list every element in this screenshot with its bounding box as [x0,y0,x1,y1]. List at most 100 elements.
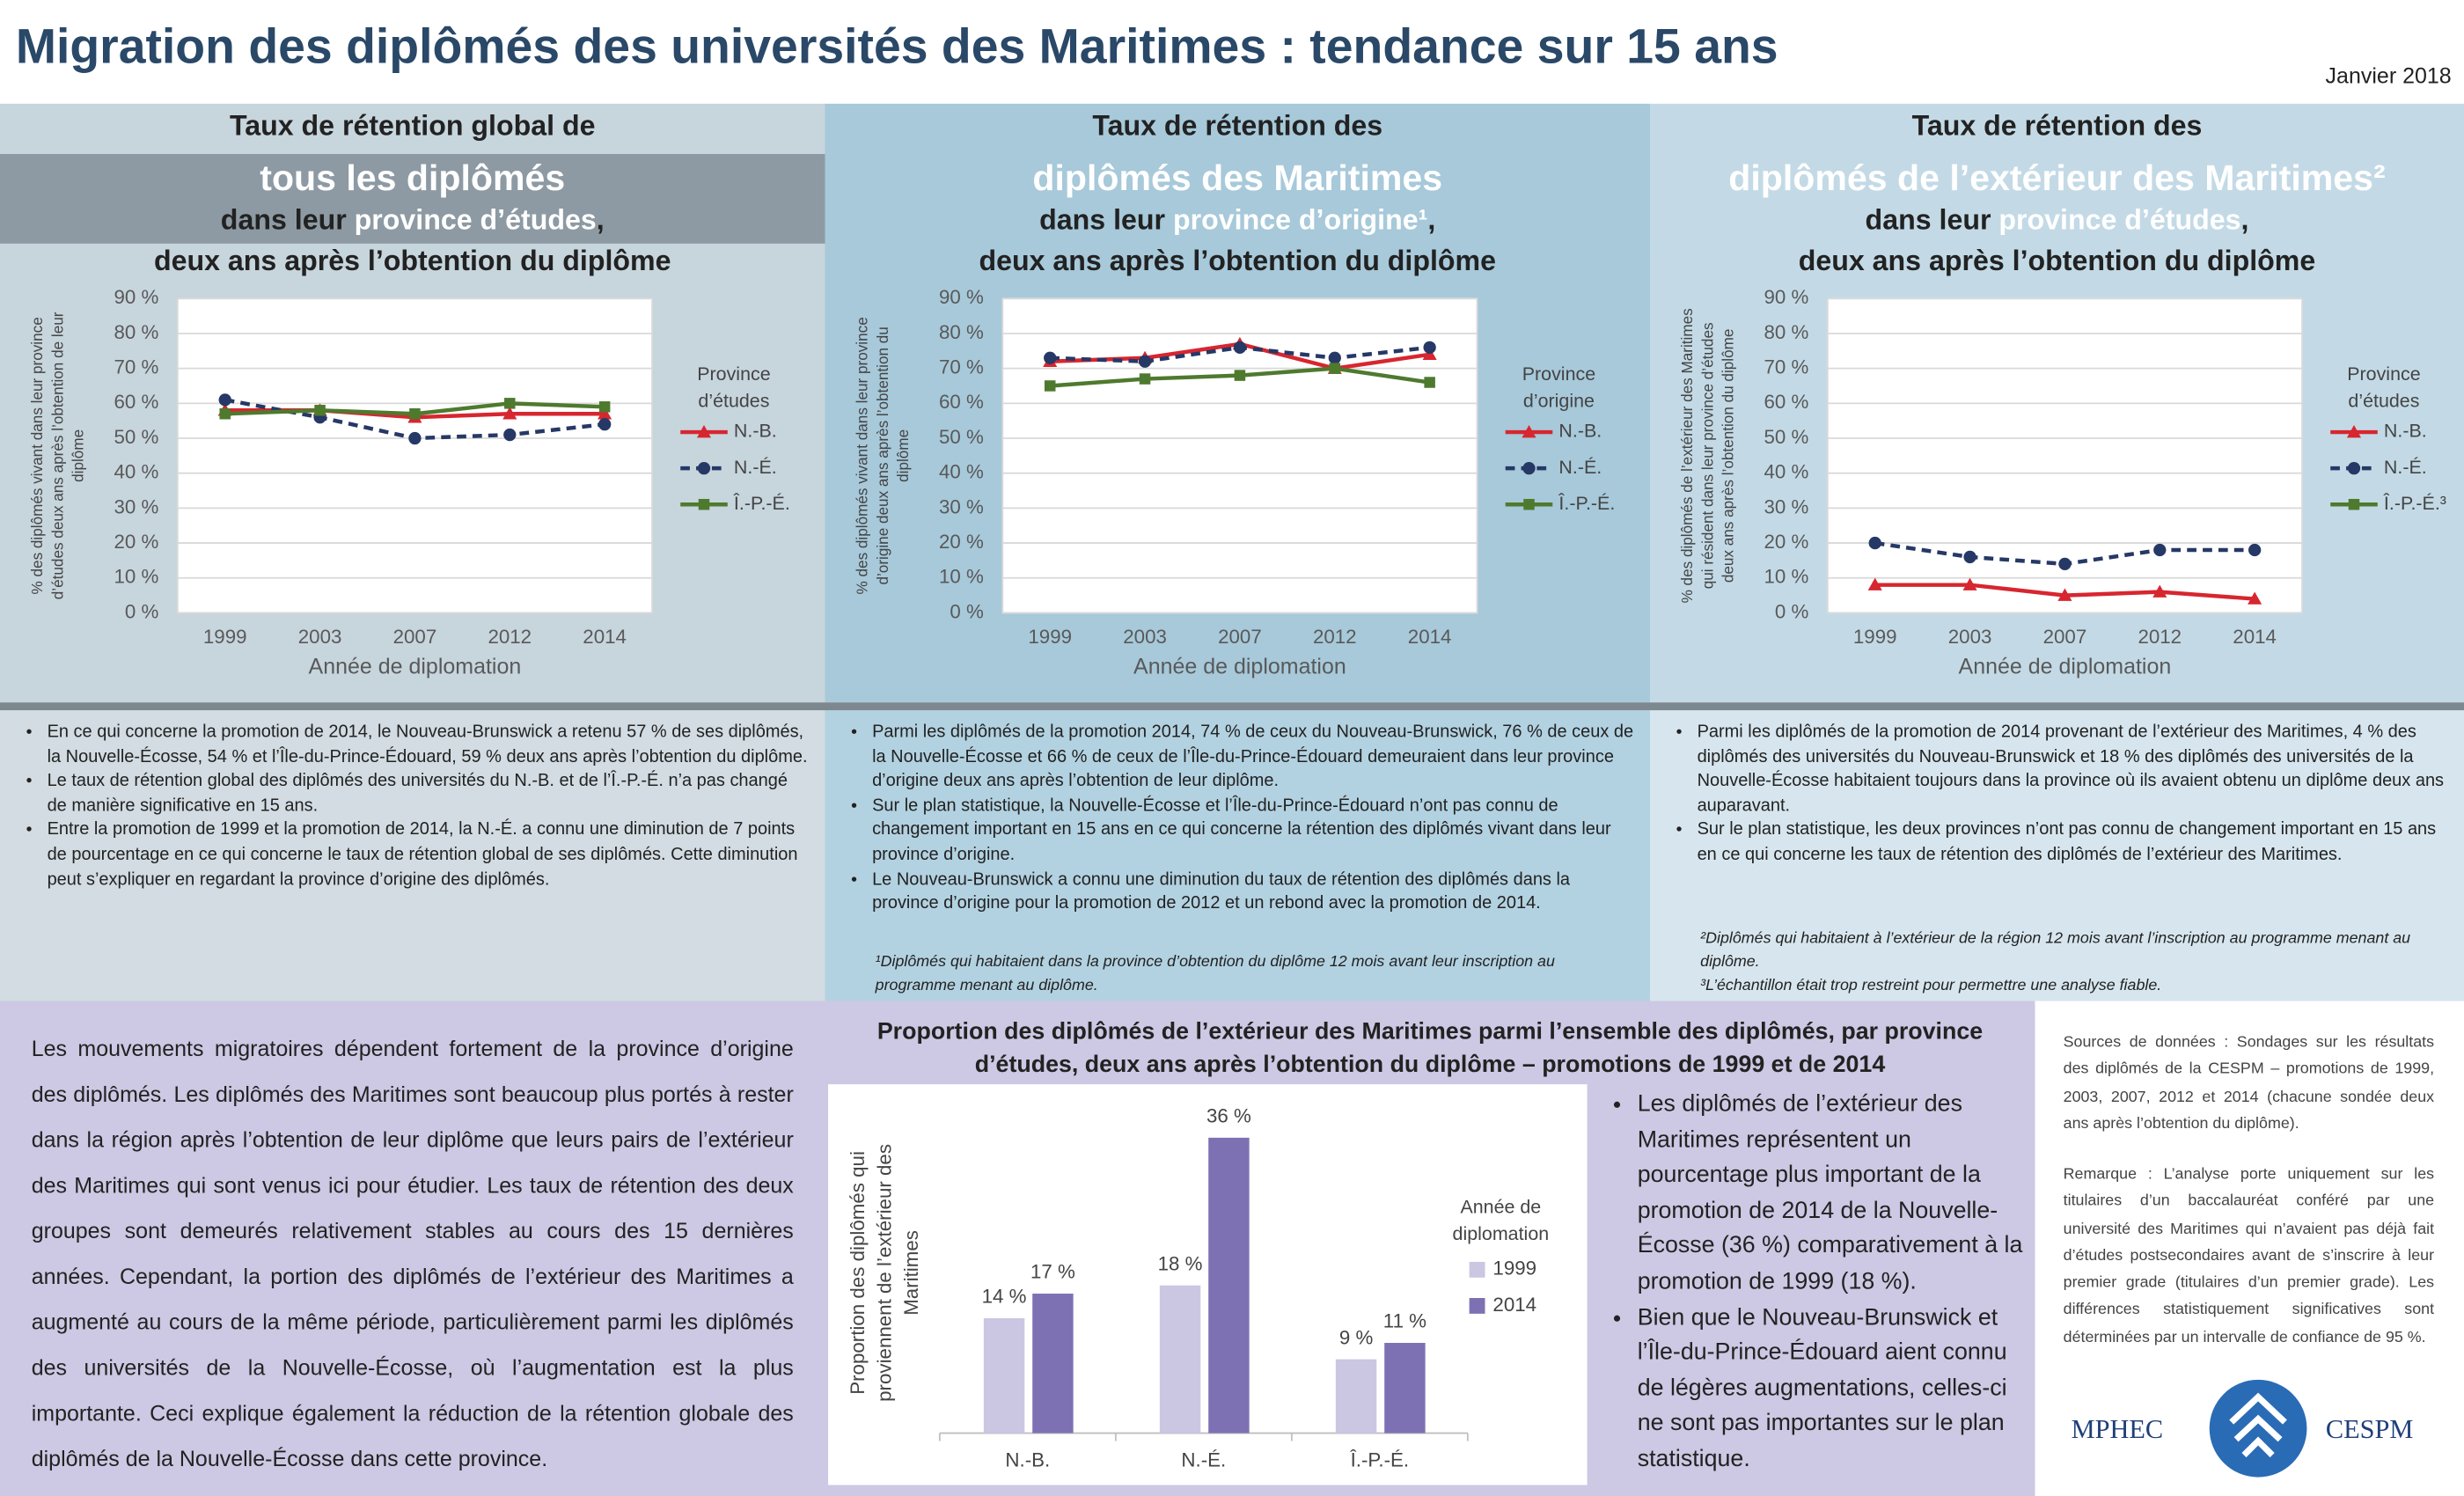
x-tick-label: 1999 [1028,626,1072,648]
bar [1208,1137,1250,1434]
y-tick-label: 60 % [1764,391,1808,413]
bar-chart-box [828,1084,1588,1485]
footnote: ²Diplômés qui habitaient à l’extérieur d… [1700,930,2411,971]
marker [1523,498,1535,510]
remark: Remarque : L’analyse porte uniquement su… [2063,1165,2435,1346]
logo-text: MPHEC [2071,1414,2164,1445]
legend-label: N.-B. [2384,421,2427,442]
heading-text: , [1427,204,1436,236]
marker [598,417,612,431]
marker [218,393,231,407]
bullet: Bien que le Nouveau-Brunswick et l’Île-d… [1638,1301,2028,1478]
marker [2248,591,2262,605]
bullet: Le taux de rétention global des diplômés… [48,770,810,819]
marker [2248,543,2262,557]
legend-label: 1999 [1492,1258,1536,1280]
x-tick-label: 2003 [298,626,342,648]
marker [1139,373,1151,385]
legend-label: Î.-P.-É. [733,492,790,514]
bullet-list: Parmi les diplômés de la promotion 2014,… [832,722,1634,918]
y-tick-label: 70 % [939,356,984,378]
x-tick-label: N.-B. [1005,1449,1050,1471]
marker [697,461,711,475]
bar-chart-title: Proportion des diplômés de l’extérieur d… [876,1018,1984,1078]
marker [503,428,517,442]
y-tick-label: 90 % [1764,286,1808,308]
legend-swatch [1469,1261,1485,1278]
footnote: ¹Diplômés qui habitaient dans la provinc… [875,953,1555,994]
x-tick-label: 2003 [1123,626,1167,648]
bullet: Entre la promotion de 1999 et la promoti… [48,819,810,893]
bar [1384,1342,1426,1434]
bar [1159,1285,1201,1434]
data-label: 36 % [1206,1105,1251,1127]
bullet: Parmi les diplômés de la promotion 2014,… [872,722,1634,796]
x-tick-label: 2012 [2138,626,2182,648]
bottom-bullets: Les diplômés de l’extérieur des Maritime… [1600,1088,2028,1478]
notes-background [1649,710,2464,1001]
heading-text: dans leur [220,204,355,236]
marker [1963,550,1976,564]
marker [2152,584,2167,598]
heading-text: deux ans après l’obtention du diplôme [1798,245,2316,277]
y-tick-label: 70 % [1764,356,1808,378]
legend-label: Î.-P.-É. [1558,492,1615,514]
y-tick-label: 60 % [939,391,984,413]
y-axis-title: % des diplômés vivant dans leur province… [29,312,88,600]
y-tick-label: 40 % [939,461,984,483]
x-tick-label: 2014 [583,626,627,648]
y-tick-label: 50 % [114,426,158,448]
panel-heading-line: deux ans après l’obtention du diplôme [1650,246,2464,279]
y-tick-label: 0 % [1775,600,1809,622]
heading-emphasis: province d’études [1998,204,2241,236]
marker [1868,536,1881,550]
y-tick-label: 50 % [1764,426,1808,448]
page-title: Migration des diplômés des universités d… [15,18,1778,74]
marker [1522,425,1536,438]
y-axis-title: % des diplômés vivant dans leur province… [854,317,913,595]
marker [2347,461,2361,475]
y-tick-label: 40 % [1764,461,1808,483]
x-tick-label: 1999 [1853,626,1897,648]
x-tick-label: 2012 [1313,626,1357,648]
heading-text: Taux de rétention des [1092,109,1383,142]
bullet: Les diplômés de l’extérieur des Maritime… [1638,1088,2028,1301]
marker [504,398,516,409]
y-tick-label: 20 % [114,531,158,553]
bullet: Sur le plan statistique, les deux provin… [1698,819,2449,869]
y-tick-label: 60 % [114,391,158,413]
legend-swatch [1469,1297,1485,1314]
panel-bullets: Parmi les diplômés de la promotion 2014,… [832,722,1634,918]
marker [219,407,231,420]
marker [598,407,612,420]
panel-heading-line: deux ans après l’obtention du diplôme [825,246,1649,279]
marker [1044,351,1057,364]
heading-text: deux ans après l’obtention du diplôme [979,245,1497,277]
x-tick-label: 2012 [488,626,532,648]
y-tick-label: 90 % [114,286,158,308]
x-tick-label: 2007 [393,626,437,648]
heading-emphasis: diplômés des Maritimes [1032,157,1443,198]
panel-heading-line: dans leur province d’études, [0,204,825,238]
marker [598,401,611,413]
sources: Sources de données : Sondages sur les ré… [2063,1033,2435,1133]
x-tick-label: 2014 [1408,626,1452,648]
legend-label: N.-É. [2384,456,2427,478]
data-label: 17 % [1030,1261,1075,1283]
y-tick-label: 0 % [950,600,984,622]
y-tick-label: 20 % [939,531,984,553]
marker [698,498,710,510]
y-tick-label: 70 % [114,356,158,378]
legend-title: Province d’origine [1522,363,1596,412]
heading-band [825,153,1650,244]
bar [1032,1294,1074,1434]
panel-heading-line: tous les diplômés [0,158,825,200]
heading-emphasis: province d’origine¹ [1173,204,1428,236]
legend-label: N.-É. [734,456,777,478]
marker [1328,351,1341,364]
y-tick-label: 80 % [1764,321,1808,343]
panel-heading-line: deux ans après l’obtention du diplôme [0,246,825,279]
marker [1867,577,1882,590]
heading-text: dans leur [1865,204,1999,236]
